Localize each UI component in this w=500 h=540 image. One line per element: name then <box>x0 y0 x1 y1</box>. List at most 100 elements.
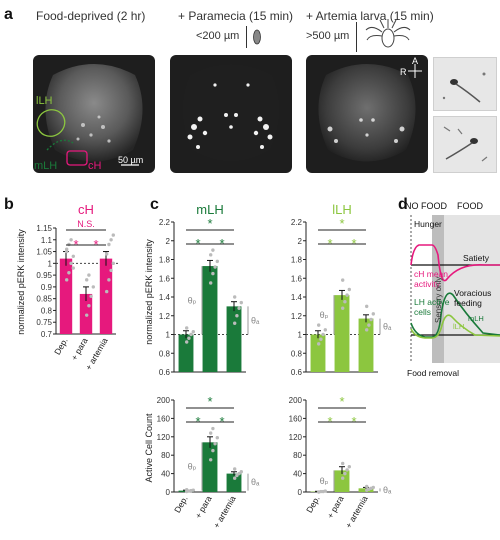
panel-d-diagram: NO FOOD FOOD Hunger Satiety cH mean acti… <box>405 201 500 378</box>
c-llh-top-point <box>317 323 321 327</box>
b-tick-label: 0.9 <box>41 283 53 292</box>
b-point <box>87 304 91 308</box>
c-llh-bottom-tick-label: 0 <box>298 488 303 497</box>
c-llh-top-bar-0 <box>310 334 326 372</box>
mlh-outline <box>46 139 74 151</box>
c-mlh-bottom-point <box>211 426 215 431</box>
c-llh-top-tick-label: 1.8 <box>291 256 303 265</box>
c-llh-top-point <box>343 299 347 304</box>
b-tick-label: 0.85 <box>36 295 52 304</box>
c-llh-top-tick-label: 2 <box>298 237 303 246</box>
c-mlh-top-tick-label: 0.8 <box>159 349 171 358</box>
orientation-r-label: R <box>400 67 407 77</box>
b-tick-label: 0.95 <box>36 271 52 280</box>
b-tick-label: 0.7 <box>41 330 53 339</box>
c-mlh-top-point <box>233 321 237 325</box>
orientation-a-label: A <box>412 56 419 66</box>
panel-a-letter: a <box>4 6 13 23</box>
c-mlh-top-point <box>185 340 189 344</box>
c-mlh-top-point <box>233 295 237 299</box>
brain-image-paramecia <box>170 55 292 173</box>
llh-curve <box>410 314 500 339</box>
c-llh-top-point <box>347 287 351 292</box>
c-llh-bottom-point <box>341 461 345 466</box>
c-mlh-bottom-bar-2 <box>226 473 242 492</box>
voracious-label-2: feeding <box>454 298 482 308</box>
paramecium-icon <box>253 29 261 45</box>
b-point <box>107 242 111 247</box>
mlh-curve-label: mLH <box>468 314 484 323</box>
c-mlh-bottom-tick-label: 120 <box>157 433 171 442</box>
b-point <box>65 249 69 254</box>
panel-c-letter: c <box>150 196 159 213</box>
c-llh-bottom-tick-label: 160 <box>289 414 303 423</box>
c-llh-bottom-theta-p-label: θₚ <box>320 476 329 486</box>
brain-image-artemia <box>306 55 428 173</box>
c-llh-bottom-sig-star: * <box>351 414 356 429</box>
artemia-icon <box>365 19 411 48</box>
hunger-label: Hunger <box>414 219 442 229</box>
brain-image-artemia-art <box>318 64 416 162</box>
c-mlh-top-bar-2 <box>226 306 242 372</box>
larva-photo-top-art <box>442 72 486 103</box>
c-mlh-top-tick-label: 2.2 <box>159 218 171 227</box>
c-llh-top-point <box>319 337 323 341</box>
c-mlh-top-sig-star: * <box>195 236 200 251</box>
c-mlh-top-tick-label: 1.8 <box>159 256 171 265</box>
c-llh-top-point <box>365 304 369 309</box>
c-llh-top-point <box>317 342 321 346</box>
c-mlh-bottom-point <box>215 436 219 440</box>
b-category-label: Dep. <box>52 336 70 357</box>
b-bar-2 <box>99 258 113 334</box>
c-mlh-bottom-tick-label: 40 <box>161 470 170 479</box>
larva-photo-bottom <box>433 116 497 173</box>
satiety-label: Satiety <box>463 253 490 263</box>
mlh-region-label: mLH <box>34 160 58 172</box>
c-mlh-bottom-tick-label: 160 <box>157 414 171 423</box>
larva-photo-bottom-art <box>443 126 488 162</box>
c-mlh-bottom-sig-star: * <box>195 414 200 429</box>
c-mlh-bottom-point <box>211 448 215 453</box>
b-point <box>65 278 69 282</box>
brain-image-paramecia-art <box>182 64 280 162</box>
c-llh-bottom-category-label: + artemia <box>343 494 370 530</box>
ch-activity-label-1: cH mean <box>414 269 448 279</box>
c-llh-bottom-point <box>343 471 347 476</box>
condition-artemia-label: + Artemia larva (15 min) <box>306 9 434 23</box>
condition-paramecia-label: + Paramecia (15 min) <box>178 9 294 23</box>
lh-cells-label-1: LH active <box>414 297 450 307</box>
c-llh-bottom-category-label: Dep. <box>304 494 322 515</box>
c-llh-top-bar-1 <box>334 295 350 372</box>
c-llh-bottom-sig-star: * <box>339 394 344 409</box>
b-point <box>71 266 76 270</box>
c-llh-top-tick-label: 1.4 <box>291 293 303 302</box>
c-mlh-bottom-category-label: + artemia <box>211 494 238 530</box>
c-mlh-top-point <box>239 300 243 305</box>
c-llh-bottom-point <box>323 489 327 493</box>
chart-c: mLH lLH normalized pERK intensity Active Ce… <box>144 202 392 530</box>
b-point <box>111 261 116 266</box>
c-llh-top-point <box>371 312 375 316</box>
c-llh-bottom-point <box>371 485 375 490</box>
b-point <box>87 273 91 277</box>
c-llh-top-point <box>321 332 325 337</box>
c-mlh-top-sig-star: * <box>219 236 224 251</box>
b-point <box>69 261 73 266</box>
c-llh-top-tick-label: 1.6 <box>291 274 303 283</box>
c-mlh-top-point <box>211 248 215 252</box>
c-llh-bottom-point <box>347 465 351 469</box>
c-mlh-top-point <box>213 265 217 269</box>
b-point <box>67 242 71 247</box>
c-llh-top-theta-p-label: θₚ <box>320 310 329 320</box>
paramecia-size-bar <box>246 26 247 48</box>
c-llh-top-point <box>341 278 345 282</box>
c-mlh-top-point <box>209 281 213 285</box>
b-point <box>67 271 71 275</box>
c-mlh-top-tick-label: 1.6 <box>159 274 171 283</box>
b-point <box>105 252 109 256</box>
c-mlh-top-point <box>235 314 239 318</box>
voracious-label-1: Voracious <box>454 288 491 298</box>
c-mlh-bottom-category-label: Dep. <box>172 494 190 515</box>
c-llh-top-tick-label: 0.6 <box>291 368 303 377</box>
c-llh-bottom-point <box>345 468 349 472</box>
